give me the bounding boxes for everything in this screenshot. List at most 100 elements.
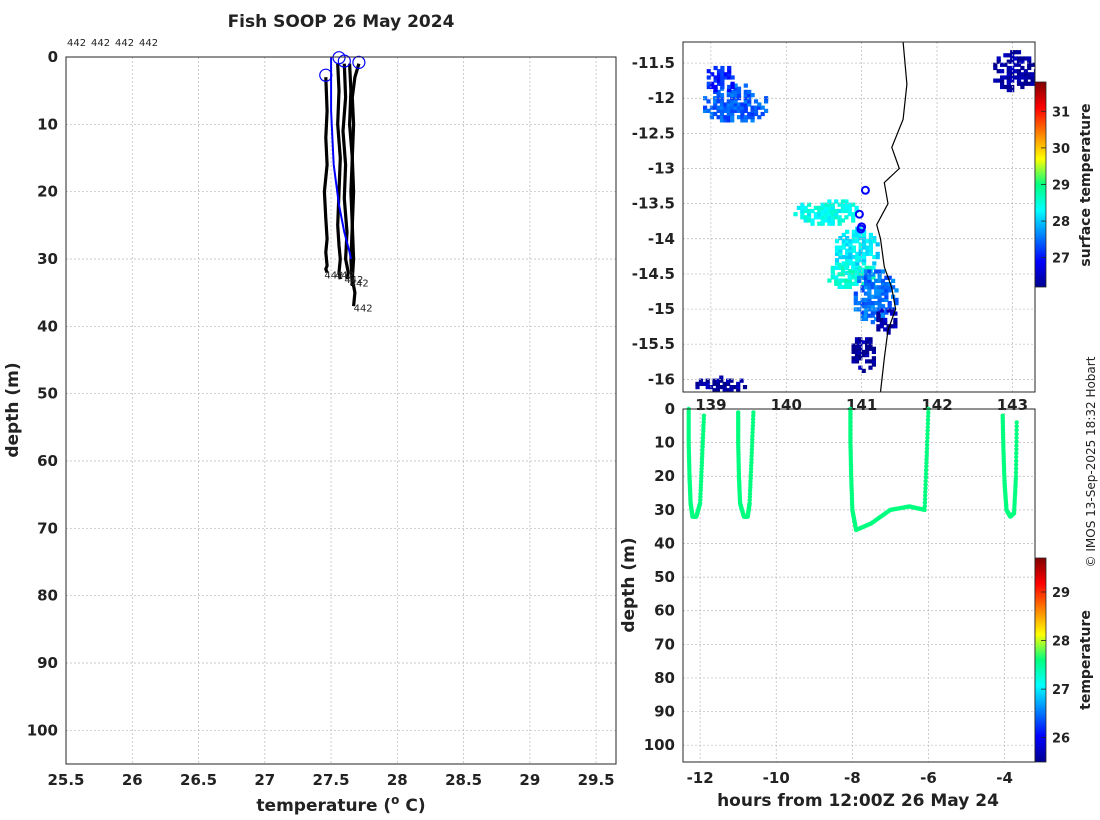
map-y-tick-label: -13.5 — [632, 195, 675, 213]
sst-cell — [891, 278, 896, 283]
map-y-tick-label: -16 — [648, 370, 675, 388]
sst-cell — [841, 255, 846, 260]
sst-cell — [840, 278, 846, 283]
sst-cell — [706, 81, 711, 86]
sst-cell — [733, 86, 738, 91]
section-y-tick-label: 80 — [654, 669, 675, 687]
sst-cell — [824, 205, 829, 210]
section-point — [701, 419, 706, 425]
sst-cell — [824, 208, 829, 214]
sst-cell — [740, 118, 745, 123]
sst-cell — [733, 93, 738, 98]
section-point — [1013, 470, 1019, 475]
sst-cell — [893, 317, 898, 323]
sst-cell — [834, 248, 840, 253]
sst-cell — [862, 239, 867, 244]
sst-cell — [862, 251, 867, 256]
sst-cell — [837, 202, 842, 207]
sst-cell — [891, 285, 896, 290]
sst-cell — [868, 251, 873, 256]
sst-cell — [868, 245, 873, 250]
section-point — [923, 468, 929, 473]
sst-cell — [753, 108, 759, 113]
sst-cell — [713, 78, 718, 83]
sst-cell — [865, 346, 870, 351]
section-point — [923, 475, 929, 480]
sst-cell — [1016, 59, 1022, 64]
sst-cell — [837, 208, 842, 214]
sst-cell — [1010, 75, 1015, 80]
sst-cell — [824, 212, 829, 217]
sst-cell — [867, 288, 872, 293]
sst-cell — [867, 272, 872, 277]
sst-cell — [720, 78, 725, 83]
section-point — [925, 432, 930, 437]
section-point — [698, 497, 703, 503]
sst-cell — [1020, 81, 1025, 86]
sst-cell — [854, 278, 859, 283]
section-point — [749, 450, 754, 455]
sst-cell — [844, 284, 849, 289]
sst-cell — [706, 108, 711, 113]
sst-cell — [1020, 59, 1025, 64]
sst-cell — [855, 261, 860, 266]
profile-y-tick-label: 100 — [27, 721, 58, 739]
sst-cell — [713, 105, 718, 110]
sst-cell — [729, 385, 734, 390]
sst-cell — [858, 346, 863, 351]
map-y-tick-label: -15 — [648, 300, 675, 318]
coastline — [876, 42, 908, 392]
sst-cell — [715, 378, 720, 383]
sst-cell — [803, 205, 808, 210]
sst-cell — [876, 314, 881, 319]
sst-cell — [727, 65, 732, 71]
sst-cell — [877, 278, 882, 283]
sst-cell — [851, 229, 856, 234]
map-grid — [683, 42, 1035, 392]
sst-cell — [713, 84, 718, 90]
sst-cell — [855, 229, 860, 234]
sst-cell — [860, 304, 865, 309]
sst-cell — [726, 115, 731, 120]
sst-cell — [1000, 78, 1005, 83]
sst-cell — [807, 218, 812, 223]
sst-cell — [876, 317, 881, 323]
sst-cell — [844, 199, 849, 204]
section-point — [700, 451, 705, 456]
sst-cell — [874, 288, 879, 293]
sst-cell — [844, 281, 849, 286]
sst-cell — [1013, 56, 1018, 61]
sst-cell — [844, 278, 849, 283]
sst-cell — [793, 212, 798, 217]
sst-cell — [840, 208, 846, 214]
section-point — [924, 453, 929, 458]
sst-cell — [996, 56, 1001, 61]
sst-cell — [863, 304, 869, 309]
profile-y-tick-label: 50 — [37, 385, 58, 403]
sst-cell — [851, 245, 856, 250]
sst-cell — [851, 269, 856, 274]
sst-cell — [760, 111, 765, 117]
sst-cell — [845, 236, 850, 241]
section-point — [699, 469, 704, 475]
sst-cell — [723, 118, 728, 123]
sst-cell — [848, 261, 853, 266]
profile-x-tick-label: 25.5 — [47, 771, 84, 789]
section-point — [924, 446, 930, 451]
sst-cell — [862, 232, 867, 237]
sst-cell — [861, 353, 866, 358]
sst-cell — [872, 239, 877, 244]
sst-cell — [858, 356, 863, 361]
sst-field — [695, 50, 1035, 392]
map-x-tick-label: 139 — [695, 396, 726, 414]
sst-cell — [844, 205, 849, 210]
sst-cell — [743, 115, 748, 120]
sst-cell — [867, 285, 872, 290]
profile-y-tick-label: 40 — [37, 317, 58, 335]
sst-cell — [716, 93, 721, 98]
sst-cell — [993, 78, 998, 83]
sst-cell — [1013, 62, 1018, 67]
sst-cell — [867, 278, 872, 283]
sst-cell — [720, 81, 725, 86]
